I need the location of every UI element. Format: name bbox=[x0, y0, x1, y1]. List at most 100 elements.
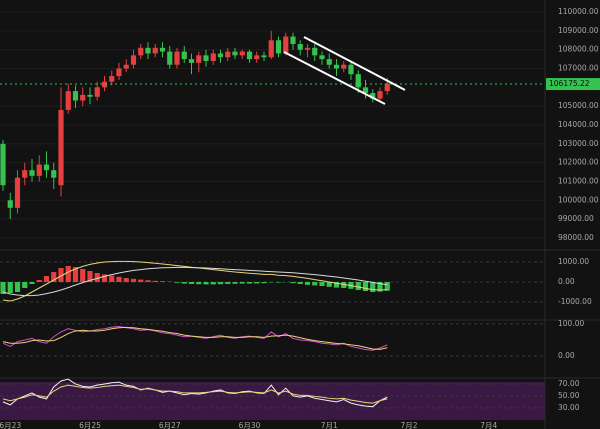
candle-body bbox=[43, 164, 50, 171]
macd-bar bbox=[217, 282, 224, 285]
y-tick-label: 110000.00 bbox=[558, 7, 599, 16]
channel-line bbox=[283, 51, 386, 105]
y-tick-label: 50.00 bbox=[558, 391, 580, 400]
y-tick-label: 70.00 bbox=[558, 379, 580, 388]
x-tick-label: 7月4 bbox=[480, 421, 497, 429]
candle-body bbox=[333, 64, 340, 69]
candle-body bbox=[101, 81, 108, 88]
macd-bar bbox=[326, 282, 332, 287]
y-tick-label: 109000.00 bbox=[558, 26, 599, 35]
plot: 98000.00 99000.00 100000.00 101000.00 102000… bbox=[0, 7, 600, 429]
candle-body bbox=[29, 170, 35, 176]
x-tick-label: 7月2 bbox=[400, 421, 417, 429]
macd-bar bbox=[159, 281, 166, 282]
x-tick-label: 6月23 bbox=[0, 421, 21, 429]
candle-body bbox=[130, 55, 137, 65]
candle-body bbox=[0, 143, 6, 186]
candle-body bbox=[275, 40, 282, 54]
y-tick-label: 0.00 bbox=[558, 277, 575, 286]
macd-bar bbox=[123, 278, 129, 282]
macd-bar bbox=[72, 267, 79, 282]
macd-bar bbox=[36, 280, 42, 282]
macd-bar bbox=[355, 282, 361, 290]
candle-body bbox=[210, 53, 216, 61]
x-tick-label: 7月1 bbox=[321, 421, 338, 429]
macd-bar bbox=[181, 282, 187, 284]
y-tick-label: 100.00 bbox=[558, 319, 584, 328]
indicator-line bbox=[2, 326, 388, 350]
candle-body bbox=[348, 64, 354, 75]
candle-body bbox=[36, 164, 42, 176]
candle-body bbox=[261, 55, 267, 58]
macd-bar bbox=[210, 282, 216, 285]
macd-bar bbox=[0, 282, 6, 294]
candle-body bbox=[370, 92, 376, 99]
macd-bar bbox=[239, 282, 245, 284]
macd-bar bbox=[101, 274, 108, 282]
candle-body bbox=[7, 200, 13, 208]
macd-bar bbox=[94, 273, 100, 282]
macd-bar bbox=[370, 282, 376, 292]
candle-body bbox=[87, 94, 93, 97]
y-tick-label: 100000.00 bbox=[558, 195, 599, 204]
candle-body bbox=[326, 59, 332, 65]
macd-bar bbox=[109, 275, 115, 282]
macd-bar bbox=[65, 266, 71, 282]
y-tick-label: 102000.00 bbox=[558, 158, 599, 167]
macd-bar bbox=[254, 282, 260, 284]
macd-bar bbox=[275, 282, 282, 283]
candle-body bbox=[138, 47, 144, 56]
macd-bar bbox=[14, 282, 21, 292]
candle-body bbox=[109, 76, 115, 82]
macd-bar bbox=[232, 282, 238, 284]
macd-bar bbox=[319, 282, 325, 286]
y-tick-label: 1000.00 bbox=[558, 257, 589, 266]
candle-body bbox=[58, 109, 64, 186]
macd-bar bbox=[261, 282, 267, 284]
candle-body bbox=[225, 51, 231, 58]
candle-body bbox=[145, 47, 151, 54]
candle-body bbox=[116, 68, 122, 77]
macd-bar bbox=[138, 279, 144, 282]
macd-bar bbox=[58, 268, 64, 282]
candle-body bbox=[51, 170, 57, 178]
macd-bar bbox=[333, 282, 340, 288]
macd-bar bbox=[43, 276, 50, 282]
candle-body bbox=[232, 51, 238, 56]
candle-body bbox=[319, 55, 325, 60]
macd-bar bbox=[225, 282, 231, 284]
y-tick-label: 104000.00 bbox=[558, 120, 599, 129]
y-tick-label: 107000.00 bbox=[558, 64, 599, 73]
candle-body bbox=[283, 36, 289, 54]
candle-body bbox=[72, 91, 79, 101]
candle-body bbox=[80, 94, 86, 101]
y-tick-label: 105000.00 bbox=[558, 101, 599, 110]
macd-bar bbox=[377, 282, 383, 292]
indicator-line bbox=[2, 266, 388, 297]
macd-bar bbox=[362, 282, 369, 291]
indicator-line bbox=[2, 384, 388, 404]
macd-bar bbox=[145, 280, 151, 282]
macd-bar bbox=[196, 282, 202, 285]
y-tick-label: 103000.00 bbox=[558, 139, 599, 148]
macd-bar bbox=[130, 278, 137, 282]
y-tick-label: 98000.00 bbox=[558, 233, 594, 242]
macd-bar bbox=[203, 282, 209, 285]
x-tick-label: 6月25 bbox=[79, 421, 101, 429]
candle-body bbox=[65, 91, 71, 110]
candle-body bbox=[159, 47, 166, 52]
candle-body bbox=[14, 177, 21, 208]
macd-bar bbox=[384, 282, 390, 291]
y-tick-label: 99000.00 bbox=[558, 214, 594, 223]
candle-body bbox=[217, 53, 224, 58]
candle-body bbox=[377, 91, 383, 99]
candle-body bbox=[384, 83, 390, 92]
macd-bar bbox=[246, 282, 253, 284]
y-tick-label: -1000.00 bbox=[558, 297, 592, 306]
candle-body bbox=[94, 87, 100, 97]
last-price-label: 106175.22 bbox=[549, 79, 590, 88]
macd-bar bbox=[188, 282, 195, 284]
candle-body bbox=[123, 64, 129, 69]
